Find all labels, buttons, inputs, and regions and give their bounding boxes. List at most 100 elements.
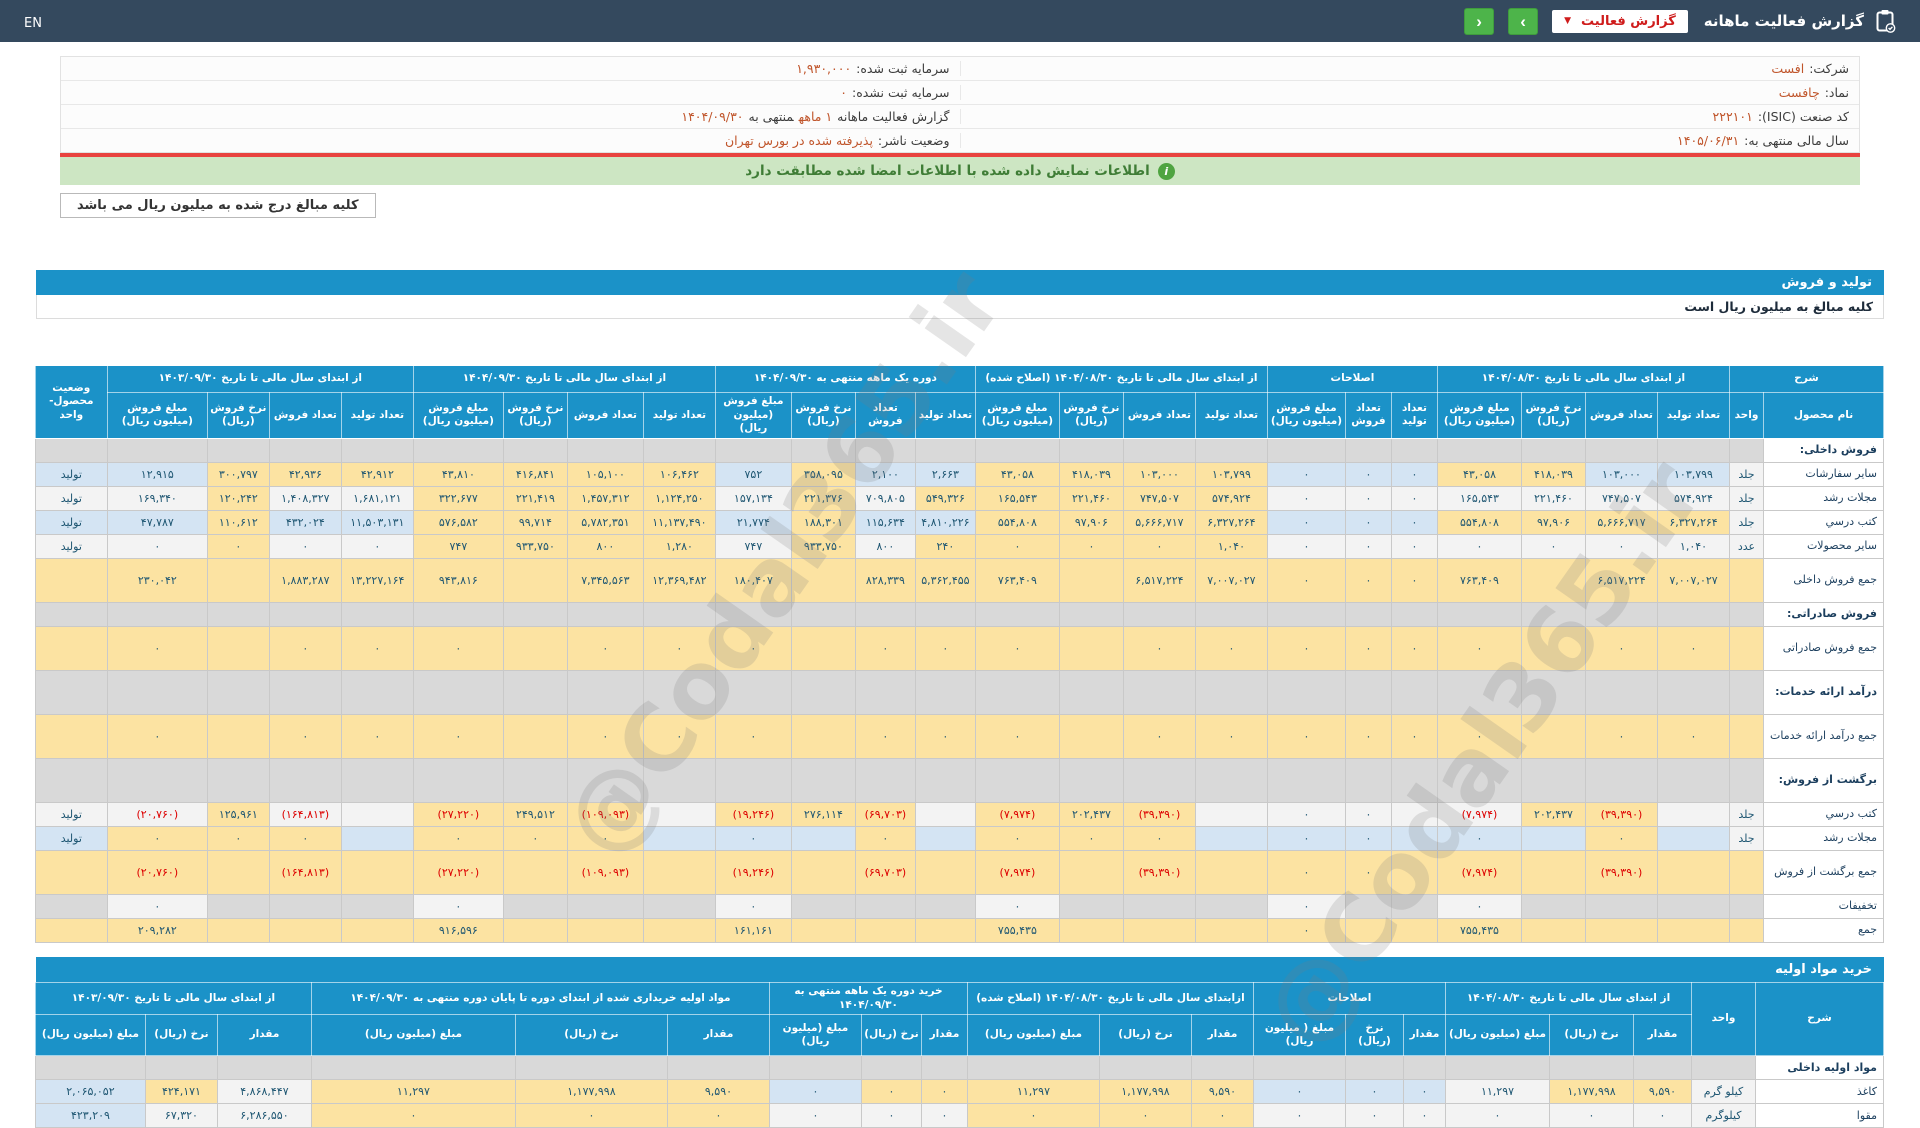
data-cell	[1194, 849, 1268, 895]
data-cell	[502, 601, 568, 627]
data-cell: (۷,۹۷۴)	[974, 801, 1060, 827]
data-cell: ۲,۰۶۵,۰۵۲	[34, 1079, 146, 1105]
info-label: کد صنعت (ISIC):	[1757, 109, 1849, 124]
data-cell	[502, 557, 568, 603]
data-cell: ۰	[1633, 1103, 1692, 1128]
data-cell: ۰	[106, 625, 208, 671]
data-cell	[1390, 669, 1438, 715]
data-cell: ۲۷۶,۱۱۴	[790, 801, 856, 827]
data-cell: ۰	[1098, 1103, 1192, 1128]
data-cell	[1058, 437, 1124, 463]
data-cell: ۲۱,۷۷۴	[714, 509, 792, 535]
data-cell: ۰	[514, 1103, 668, 1128]
data-cell	[1390, 893, 1438, 919]
data-cell	[974, 437, 1060, 463]
data-cell	[1190, 1055, 1254, 1081]
row-label: مجلات رشد	[1763, 485, 1884, 511]
column-group-header: از ابتدای سال مالی تا تاریخ ۱۴۰۳/۰۹/۳۰	[106, 365, 414, 393]
column-header: واحد	[1729, 392, 1764, 439]
data-cell	[1390, 757, 1438, 803]
next-report-button[interactable]: ›	[1508, 7, 1539, 35]
data-cell: ۰	[1252, 1079, 1347, 1105]
data-cell: ۹,۵۹۰	[1190, 1079, 1254, 1105]
data-cell	[340, 437, 414, 463]
data-cell	[1521, 825, 1586, 851]
data-cell: ۹۳۳,۷۵۰	[790, 533, 856, 559]
data-cell	[502, 757, 568, 803]
column-group-header: شرح	[1755, 981, 1884, 1057]
data-cell	[974, 757, 1060, 803]
data-cell	[1445, 1055, 1550, 1081]
data-cell	[1585, 601, 1658, 627]
data-cell: (۳۹,۳۹۰)	[1585, 849, 1658, 895]
data-cell	[790, 713, 856, 759]
data-cell	[1122, 601, 1196, 627]
data-cell	[34, 1055, 146, 1081]
data-cell: ۰	[1266, 461, 1346, 487]
data-cell: ۰	[920, 1103, 968, 1128]
data-cell: ۱۵۷,۱۳۴	[714, 485, 792, 511]
data-cell: ۰	[1390, 625, 1438, 671]
data-cell	[914, 601, 976, 627]
column-header: نرخ فروش (ریال)	[1058, 392, 1124, 439]
data-cell: ۰	[1390, 713, 1438, 759]
data-cell: ۱۲۰,۲۴۲	[206, 485, 270, 511]
data-cell: ۰	[1436, 825, 1523, 851]
data-cell: ۰	[714, 713, 792, 759]
column-group-header: ازابتدای سال مالی تا تاریخ ۱۴۰۴/۰۸/۳۰ (ا…	[966, 981, 1254, 1016]
data-cell: ۴۳,۰۵۸	[1436, 461, 1523, 487]
data-cell	[340, 601, 414, 627]
data-cell: ۱۰۵,۱۰۰	[566, 461, 644, 487]
column-header: تعداد تولید	[1657, 392, 1730, 439]
data-cell: ۱۱۰,۶۱۲	[206, 509, 270, 535]
data-cell: ۰	[1344, 625, 1392, 671]
data-cell	[206, 601, 270, 627]
column-header: مبلغ (میلیون ریال)	[768, 1014, 862, 1057]
unit-cell	[1729, 625, 1764, 671]
column-group-header: دوره یک ماهه منتهی به ۱۴۰۴/۰۹/۳۰	[714, 365, 976, 393]
data-cell	[206, 849, 270, 895]
data-cell: ۰	[1344, 713, 1392, 759]
data-cell	[790, 893, 856, 919]
data-cell: ۲۴۹,۵۱۲	[502, 801, 568, 827]
data-cell	[1194, 437, 1268, 463]
data-cell	[854, 669, 916, 715]
unit-cell: جلد	[1729, 461, 1764, 487]
data-cell: ۵,۶۶۶,۷۱۷	[1585, 509, 1658, 535]
info-label: سال مالی منتهی به:	[1744, 133, 1849, 148]
data-cell	[1390, 437, 1438, 463]
section-row: فروش صادراتی:	[34, 601, 1884, 627]
data-cell: ۰	[106, 533, 208, 559]
data-cell	[1521, 669, 1586, 715]
data-cell: ۰	[1390, 557, 1438, 603]
section-row-label: مواد اولیه داخلی	[1755, 1055, 1884, 1081]
data-cell: ۰	[860, 1103, 922, 1128]
column-header: مقدار	[920, 1014, 968, 1057]
unit-cell	[1729, 849, 1764, 895]
prev-report-button[interactable]: ‹	[1464, 7, 1495, 35]
data-cell: ۱۱,۱۳۷,۴۹۰	[642, 509, 716, 535]
data-cell: ۰	[1436, 625, 1523, 671]
data-cell: ۰	[1266, 849, 1346, 895]
column-header: نرخ (ریال)	[514, 1014, 668, 1057]
data-cell: تولید	[34, 461, 108, 487]
amounts-note: کلیه مبالغ درج شده به میلیون ریال می باش…	[60, 193, 376, 218]
data-cell	[1521, 849, 1586, 895]
data-cell: (۲۷,۲۲۰)	[412, 801, 504, 827]
data-cell	[340, 917, 414, 943]
data-cell	[1436, 669, 1523, 715]
data-cell: تولید	[34, 825, 108, 851]
data-cell: ۰	[566, 625, 644, 671]
data-cell: ۴۱۶,۸۴۱	[502, 461, 568, 487]
data-cell	[566, 669, 644, 715]
data-cell: ۰	[920, 1079, 968, 1105]
data-cell	[566, 893, 644, 919]
language-toggle[interactable]: EN	[24, 15, 42, 31]
data-cell: ۷۵۵,۴۳۵	[1436, 917, 1523, 943]
data-cell: ۱۱,۲۹۷	[310, 1079, 516, 1105]
data-cell	[1058, 917, 1124, 943]
report-type-dropdown[interactable]: گزارش فعالیت ▼	[1552, 9, 1688, 33]
data-cell: ۰	[1657, 713, 1730, 759]
data-cell: ۰	[1585, 625, 1658, 671]
data-cell	[974, 601, 1060, 627]
